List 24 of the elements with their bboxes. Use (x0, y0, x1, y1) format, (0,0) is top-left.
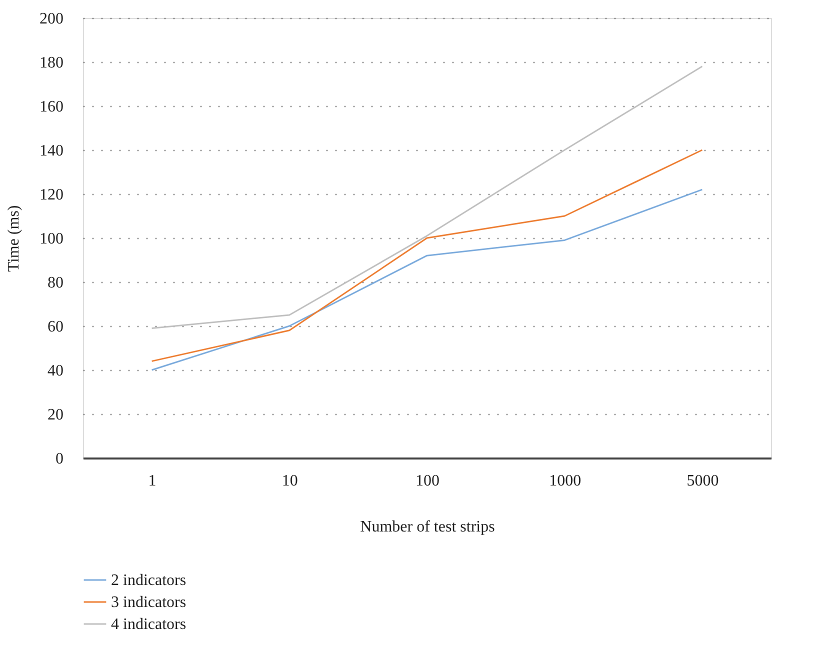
line-series (151, 188, 703, 371)
legend-label: 2 indicators (111, 572, 186, 589)
y-axis-title: Time (ms) (6, 205, 22, 272)
legend-label: 4 indicators (111, 616, 186, 633)
y-tick-label: 60 (48, 318, 64, 336)
y-tick-label: 0 (56, 450, 64, 468)
y-tick-label: 20 (48, 406, 64, 424)
x-axis-title: Number of test strips (360, 518, 495, 536)
legend-label: 3 indicators (111, 594, 186, 611)
y-tick-label: 160 (40, 98, 64, 116)
y-tick-label: 40 (48, 362, 64, 380)
x-tick-label: 10 (282, 472, 298, 490)
y-tick-label: 180 (40, 54, 64, 72)
x-tick-label: 5000 (686, 472, 719, 490)
line-series (151, 66, 703, 329)
x-tick-label: 100 (416, 472, 440, 490)
line-series (151, 149, 703, 362)
y-tick-label: 140 (40, 142, 64, 160)
y-tick-label: 120 (40, 186, 64, 204)
x-tick-label: 1000 (549, 472, 582, 490)
y-tick-label: 200 (40, 10, 64, 28)
y-tick-label: 80 (48, 274, 64, 292)
y-tick-label: 100 (40, 230, 64, 248)
x-tick-label: 1 (148, 472, 156, 490)
